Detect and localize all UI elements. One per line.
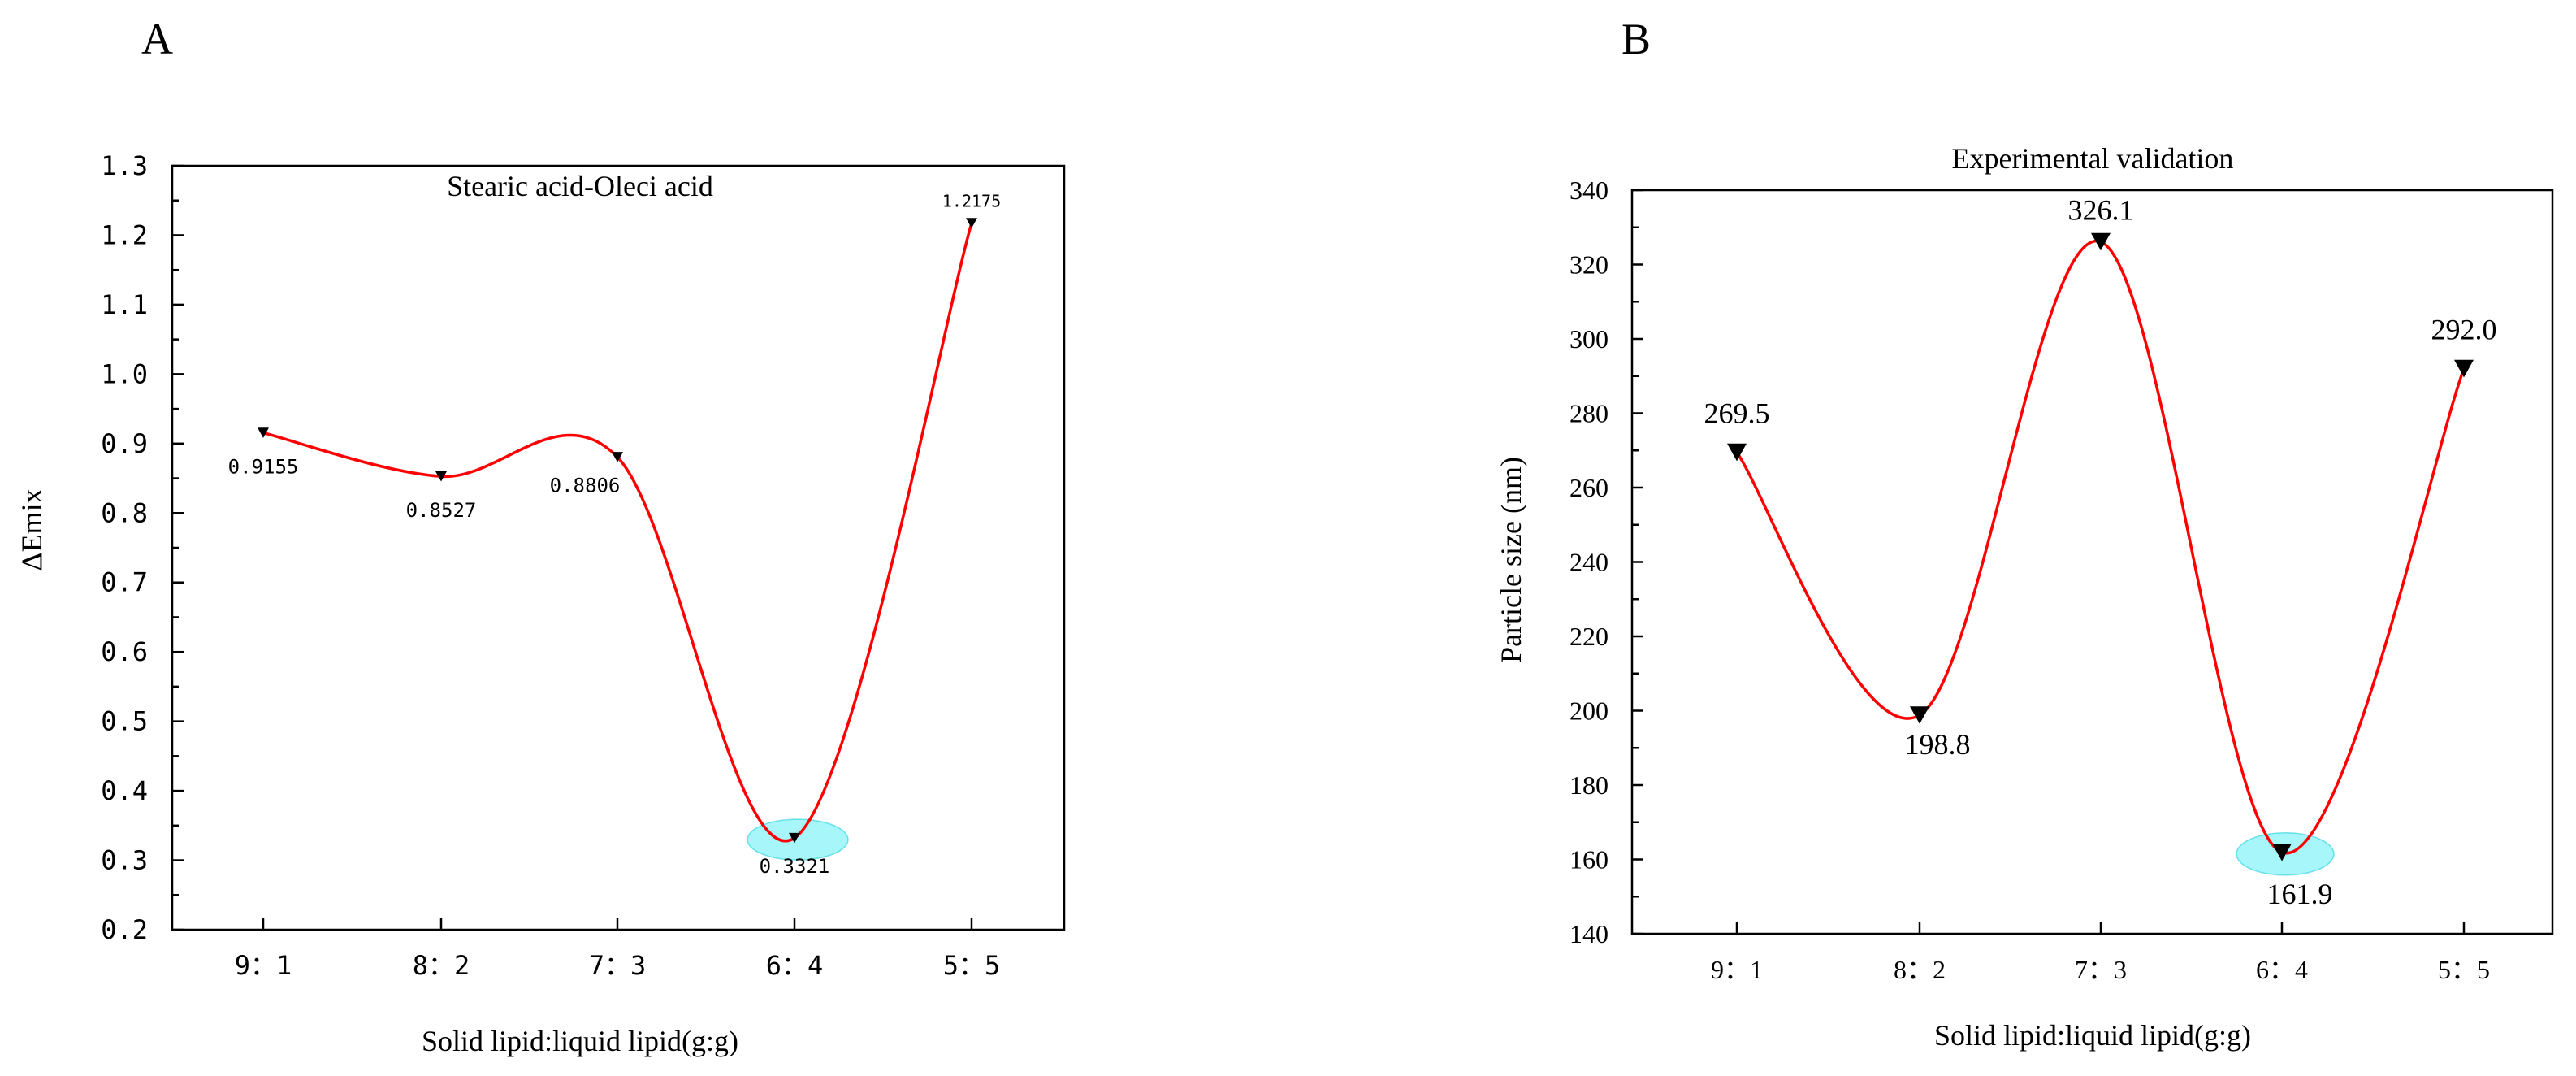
chart-a-x-axis-label: Solid lipid:liquid lipid(g:g) [422,1025,738,1057]
chart-a-x-tick-label: 5：5 [943,950,1001,981]
chart-a-y-tick-label: 0.2 [101,914,148,945]
chart-b-x-tick-label: 6：4 [2256,955,2308,984]
chart-a-data-label: 0.9155 [228,456,299,479]
chart-a-series-line [262,223,973,843]
chart-b-y-tick-label: 140 [1569,919,1608,948]
chart-b-data-label: 326.1 [2068,194,2134,227]
chart-b-data-point [2091,232,2111,251]
chart-a-plot-frame [171,164,1066,931]
chart-a-title: Stearic acid-Oleci acid [447,170,713,202]
chart-b-data-point [1727,443,1747,462]
chart-b-y-tick-label: 260 [1569,473,1608,502]
chart-b-y-tick-label: 340 [1569,176,1608,205]
chart-a-y-tick-label: 1.2 [101,219,148,250]
chart-a-y-tick-label: 0.6 [101,636,148,667]
chart-a-y-tick-label: 1.0 [101,358,148,389]
chart-a-data-label: 0.8527 [406,499,477,522]
chart-b-y-tick-label: 280 [1569,399,1608,428]
chart-b: Experimental validation Solid lipid:liqu… [1495,142,2554,1052]
chart-b-data-label: 161.9 [2267,878,2333,910]
chart-a-y-tick-label: 0.3 [101,845,148,876]
chart-b-data-point [1910,706,1929,724]
chart-a-y-tick-label: 0.7 [101,567,148,598]
chart-a-data-label: 0.8806 [550,474,621,497]
chart-b-y-tick-label: 240 [1569,548,1608,577]
chart-b-data-point [2454,359,2474,378]
chart-b-data-label: 198.8 [1905,728,1971,761]
chart-a-y-tick-label: 0.4 [101,775,148,806]
chart-a-data-point [435,471,447,482]
chart-b-data-point [2272,844,2292,861]
chart-a: Stearic acid-Oleci acid Solid lipid:liqu… [15,150,1066,1057]
chart-a-highlight-ellipse [747,818,849,861]
chart-b-x-tick-label: 5：5 [2438,955,2490,984]
chart-b-x-axis-label: Solid lipid:liquid lipid(g:g) [1934,1019,2251,1052]
chart-a-y-tick-label: 0.5 [101,706,148,737]
chart-a-data-point [966,218,977,228]
chart-b-data-label: 269.5 [1704,397,1770,430]
chart-b-y-tick-label: 160 [1569,845,1608,874]
chart-b-x-tick-label: 7：3 [2075,955,2127,984]
chart-b-x-tick-label: 8：2 [1894,955,1946,984]
chart-a-data-point [258,427,269,438]
chart-b-y-tick-label: 300 [1569,324,1608,354]
chart-a-x-tick-label: 6：4 [766,950,824,981]
chart-a-data-point [789,832,800,844]
chart-a-y-tick-label: 0.8 [101,497,148,528]
chart-b-y-tick-label: 320 [1569,250,1608,280]
chart-b-plot-frame [1630,189,2554,935]
chart-a-data-label: 1.2175 [942,192,1001,211]
panel-a-letter: A [141,15,173,63]
chart-a-data-label: 0.3321 [760,855,830,878]
chart-b-y-tick-label: 200 [1569,696,1608,726]
chart-b-y-axis-label: Particle size (nm) [1495,457,1527,663]
chart-a-x-tick-label: 8：2 [413,950,470,981]
chart-a-y-tick-label: 1.3 [101,150,148,181]
chart-a-data-point [612,452,623,462]
chart-b-data-label: 292.0 [2431,314,2497,346]
chart-a-x-tick-label: 7：3 [589,950,647,981]
chart-b-y-tick-label: 180 [1569,770,1608,800]
chart-a-y-tick-label: 1.1 [101,289,148,320]
chart-b-title: Experimental validation [1952,142,2234,175]
chart-b-x-tick-label: 9：1 [1711,955,1763,984]
chart-a-y-tick-label: 0.9 [101,428,148,459]
panel-b-letter: B [1621,15,1651,63]
chart-a-y-axis-label: ΔEmix [15,488,48,571]
chart-a-x-tick-label: 9：1 [235,950,292,981]
chart-b-series-line [1735,240,2466,855]
chart-b-y-tick-label: 220 [1569,622,1608,651]
